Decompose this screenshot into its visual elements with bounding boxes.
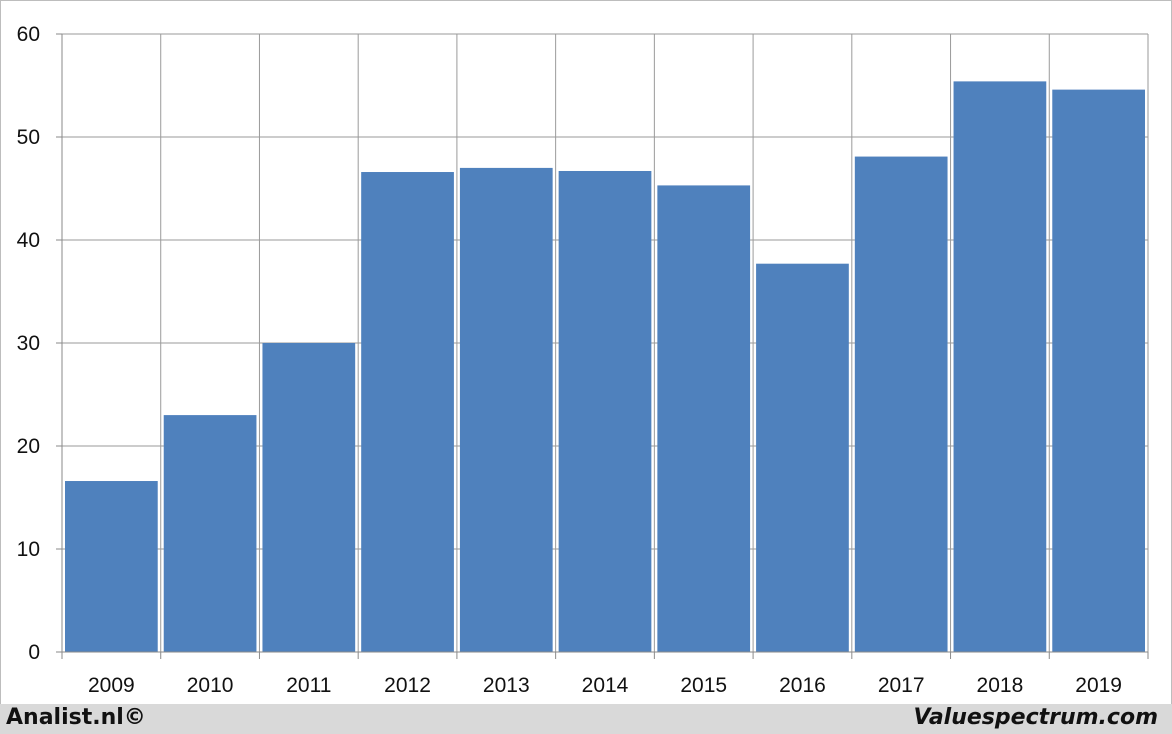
y-tick-label: 40 bbox=[17, 229, 40, 252]
bar-2015 bbox=[657, 185, 751, 652]
x-tick-label: 2015 bbox=[680, 674, 727, 697]
y-tick-label: 30 bbox=[17, 332, 40, 355]
x-tick-label: 2019 bbox=[1075, 674, 1122, 697]
x-tick-label: 2009 bbox=[88, 674, 135, 697]
footer-brand-right: Valuespectrum.com bbox=[913, 705, 1158, 730]
bar-2011 bbox=[262, 343, 356, 652]
footer-bar: Analist.nl© Valuespectrum.com bbox=[0, 704, 1172, 734]
bar-2017 bbox=[854, 156, 948, 652]
y-tick-label: 50 bbox=[17, 126, 40, 149]
x-tick-label: 2017 bbox=[878, 674, 925, 697]
x-tick-label: 2012 bbox=[384, 674, 431, 697]
bar-2012 bbox=[361, 172, 454, 652]
bar-2019 bbox=[1052, 89, 1145, 653]
x-tick-label: 2011 bbox=[286, 674, 331, 697]
bar-2013 bbox=[459, 167, 553, 652]
bar-2018 bbox=[953, 81, 1047, 652]
bar-chart: 0 10 20 30 40 50 60 2009 2010 2011 2012 2013 2014 201… bbox=[17, 23, 1149, 697]
bar-2010 bbox=[163, 415, 257, 652]
bar-2016 bbox=[756, 263, 849, 652]
x-tick-label: 2016 bbox=[779, 674, 826, 697]
bar-2014 bbox=[558, 170, 652, 653]
x-tick-label: 2013 bbox=[483, 674, 530, 697]
bar-2009 bbox=[65, 481, 158, 652]
footer-brand-left: Analist.nl© bbox=[6, 705, 146, 730]
y-tick-label: 60 bbox=[17, 23, 40, 46]
y-tick-label: 0 bbox=[28, 641, 40, 664]
y-tick-label: 20 bbox=[17, 435, 40, 458]
y-tick-label: 10 bbox=[17, 538, 40, 561]
x-tick-label: 2018 bbox=[977, 674, 1024, 697]
x-tick-label: 2014 bbox=[582, 674, 629, 697]
x-tick-label: 2010 bbox=[187, 674, 234, 697]
